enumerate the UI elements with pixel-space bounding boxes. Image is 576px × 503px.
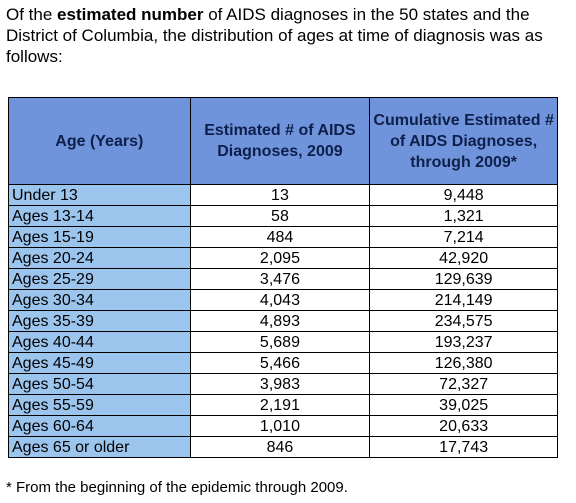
table-row: Ages 60-64 1,010 20,633 — [8, 415, 558, 437]
count-cell: 129,639 — [369, 268, 558, 290]
count-cell: 13 — [189, 184, 371, 206]
intro-bold: estimated number — [57, 5, 204, 24]
count-cell: 17,743 — [369, 436, 558, 458]
intro-text: of AIDS diagnoses in the 50 states and t… — [6, 5, 543, 66]
count-cell: 42,920 — [369, 247, 558, 269]
header-cell: Cumulative Estimated # of AIDS Diagnoses… — [369, 97, 558, 185]
count-cell: 1,321 — [369, 205, 558, 227]
count-cell: 214,149 — [369, 289, 558, 311]
age-cell: Ages 13-14 — [8, 205, 191, 227]
table-row: Ages 45-49 5,466 126,380 — [8, 352, 558, 374]
count-cell: 9,448 — [369, 184, 558, 206]
count-cell: 72,327 — [369, 373, 558, 395]
age-cell: Ages 55-59 — [8, 394, 191, 416]
count-cell: 484 — [189, 226, 371, 248]
age-cell: Ages 30-34 — [8, 289, 191, 311]
table-row: Ages 65 or older 846 17,743 — [8, 436, 558, 458]
age-cell: Ages 65 or older — [8, 436, 191, 458]
table-row: Ages 25-29 3,476 129,639 — [8, 268, 558, 290]
header-row: Age (Years) Estimated # of AIDS Diagnose… — [8, 97, 558, 185]
count-cell: 846 — [189, 436, 371, 458]
count-cell: 4,893 — [189, 310, 371, 332]
intro: Of the estimated number of AIDS diagnose… — [6, 4, 561, 67]
table-row: Ages 55-59 2,191 39,025 — [8, 394, 558, 416]
footnote: * From the beginning of the epidemic thr… — [6, 479, 348, 496]
count-cell: 193,237 — [369, 331, 558, 353]
count-cell: 7,214 — [369, 226, 558, 248]
count-cell: 3,476 — [189, 268, 371, 290]
table-body: Under 13 13 9,448 Ages 13-14 58 1,321 Ages 15-… — [8, 184, 558, 458]
count-cell: 58 — [189, 205, 371, 227]
age-cell: Ages 15-19 — [8, 226, 191, 248]
count-cell: 2,095 — [189, 247, 371, 269]
age-cell: Ages 45-49 — [8, 352, 191, 374]
count-cell: 4,043 — [189, 289, 371, 311]
age-cell: Ages 40-44 — [8, 331, 191, 353]
count-cell: 5,466 — [189, 352, 371, 374]
table-row: Under 13 13 9,448 — [8, 184, 558, 206]
age-cell: Ages 25-29 — [8, 268, 191, 290]
table-row: Ages 40-44 5,689 193,237 — [8, 331, 558, 353]
age-cell: Under 13 — [8, 184, 191, 206]
count-cell: 2,191 — [189, 394, 371, 416]
age-cell: Ages 50-54 — [8, 373, 191, 395]
count-cell: 126,380 — [369, 352, 558, 374]
count-cell: 20,633 — [369, 415, 558, 437]
table-row: Ages 30-34 4,043 214,149 — [8, 289, 558, 311]
table-row: Ages 50-54 3,983 72,327 — [8, 373, 558, 395]
age-table: Age (Years) Estimated # of AIDS Diagnose… — [8, 97, 558, 458]
count-cell: 39,025 — [369, 394, 558, 416]
table-row: Ages 35-39 4,893 234,575 — [8, 310, 558, 332]
table-row: Ages 20-24 2,095 42,920 — [8, 247, 558, 269]
age-cell: Ages 20-24 — [8, 247, 191, 269]
count-cell: 234,575 — [369, 310, 558, 332]
table-row: Ages 15-19 484 7,214 — [8, 226, 558, 248]
header-cell: Age (Years) — [8, 97, 191, 185]
age-cell: Ages 35-39 — [8, 310, 191, 332]
table-row: Ages 13-14 58 1,321 — [8, 205, 558, 227]
intro-text: Of the — [6, 5, 53, 24]
header-cell: Estimated # of AIDS Diagnoses, 2009 — [189, 97, 371, 185]
count-cell: 1,010 — [189, 415, 371, 437]
count-cell: 5,689 — [189, 331, 371, 353]
count-cell: 3,983 — [189, 373, 371, 395]
age-cell: Ages 60-64 — [8, 415, 191, 437]
